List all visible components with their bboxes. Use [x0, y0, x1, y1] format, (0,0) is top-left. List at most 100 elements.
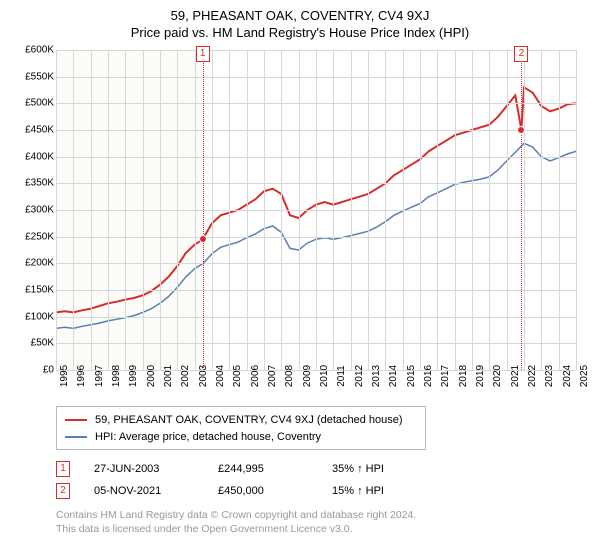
x-axis-label: 2007	[267, 365, 278, 387]
x-axis-label: 2002	[180, 365, 191, 387]
y-axis-label: £550K	[10, 71, 54, 82]
sales-row: 127-JUN-2003£244,99535% ↑ HPI	[56, 458, 588, 480]
x-axis-label: 2010	[319, 365, 330, 387]
y-axis-label: £600K	[10, 45, 54, 56]
sales-delta: 15% ↑ HPI	[332, 485, 384, 497]
gridline-vertical	[160, 50, 161, 370]
legend-item: HPI: Average price, detached house, Cove…	[65, 428, 417, 445]
x-axis-label: 2020	[492, 365, 503, 387]
sale-marker-line	[203, 50, 204, 370]
x-axis-label: 2018	[458, 365, 469, 387]
gridline-vertical	[73, 50, 74, 370]
legend-label: 59, PHEASANT OAK, COVENTRY, CV4 9XJ (det…	[95, 414, 403, 426]
gridline-vertical	[576, 50, 577, 370]
legend-label: HPI: Average price, detached house, Cove…	[95, 431, 321, 443]
gridline-vertical	[420, 50, 421, 370]
gridline-vertical	[403, 50, 404, 370]
sale-marker-dot	[517, 126, 525, 134]
x-axis-label: 2019	[475, 365, 486, 387]
sales-price: £450,000	[218, 485, 308, 497]
x-axis-label: 2006	[250, 365, 261, 387]
y-axis-label: £150K	[10, 285, 54, 296]
x-axis-label: 2016	[423, 365, 434, 387]
gridline-vertical	[351, 50, 352, 370]
footer-line1: Contains HM Land Registry data © Crown c…	[56, 508, 588, 522]
legend-swatch	[65, 436, 87, 438]
gridline-vertical	[177, 50, 178, 370]
x-axis-label: 2012	[354, 365, 365, 387]
gridline-vertical	[264, 50, 265, 370]
gridline-vertical	[368, 50, 369, 370]
gridline-vertical	[559, 50, 560, 370]
y-axis-label: £400K	[10, 151, 54, 162]
legend: 59, PHEASANT OAK, COVENTRY, CV4 9XJ (det…	[56, 406, 426, 450]
gridline-vertical	[143, 50, 144, 370]
y-axis-label: £250K	[10, 231, 54, 242]
chart-area: 12 £0 £50K £100K £150K £200K £250K £300K £350K £…	[12, 46, 588, 402]
x-axis-label: 2014	[388, 365, 399, 387]
gridline-vertical	[472, 50, 473, 370]
sales-date: 27-JUN-2003	[94, 463, 194, 475]
gridline-vertical	[195, 50, 196, 370]
gridline-vertical	[455, 50, 456, 370]
sales-table: 127-JUN-2003£244,99535% ↑ HPI205-NOV-202…	[56, 458, 588, 502]
plot-area: 12	[56, 50, 576, 370]
sales-badge: 1	[56, 461, 70, 477]
legend-swatch	[65, 419, 87, 421]
x-axis-label: 2021	[510, 365, 521, 387]
x-axis-label: 2025	[579, 365, 590, 387]
sale-marker-badge: 1	[196, 46, 210, 62]
y-axis-label: £500K	[10, 98, 54, 109]
sale-marker-line	[521, 50, 522, 370]
y-axis-label: £350K	[10, 178, 54, 189]
y-axis-label: £50K	[10, 338, 54, 349]
x-axis-label: 2009	[302, 365, 313, 387]
gridline-vertical	[91, 50, 92, 370]
gridline-vertical	[281, 50, 282, 370]
x-axis-label: 2024	[562, 365, 573, 387]
x-axis-label: 2001	[163, 365, 174, 387]
gridline-vertical	[524, 50, 525, 370]
footer-attribution: Contains HM Land Registry data © Crown c…	[56, 508, 588, 536]
y-axis-label: £100K	[10, 311, 54, 322]
x-axis-label: 1998	[111, 365, 122, 387]
y-axis-label: £300K	[10, 205, 54, 216]
chart-title-subtitle: Price paid vs. HM Land Registry's House …	[12, 25, 588, 40]
gridline-vertical	[316, 50, 317, 370]
x-axis-label: 2003	[198, 365, 209, 387]
x-axis-label: 2017	[440, 365, 451, 387]
chart-title-address: 59, PHEASANT OAK, COVENTRY, CV4 9XJ	[12, 8, 588, 23]
x-axis-label: 1999	[128, 365, 139, 387]
y-axis-label: £450K	[10, 125, 54, 136]
gridline-vertical	[212, 50, 213, 370]
footer-line2: This data is licensed under the Open Gov…	[56, 522, 588, 536]
x-axis-label: 1996	[76, 365, 87, 387]
x-axis-label: 2011	[336, 365, 347, 387]
sales-row: 2 05-NOV-2021 £450,000 15% ↑ HPI	[56, 480, 588, 502]
gridline-vertical	[108, 50, 109, 370]
sale-marker-dot	[199, 235, 207, 243]
gridline-vertical	[541, 50, 542, 370]
gridline-vertical	[489, 50, 490, 370]
sales-price: £244,995	[218, 463, 308, 475]
x-axis-label: 2022	[527, 365, 538, 387]
x-axis-label: 2008	[284, 365, 295, 387]
x-axis-label: 2004	[215, 365, 226, 387]
gridline-vertical	[385, 50, 386, 370]
legend-item: 59, PHEASANT OAK, COVENTRY, CV4 9XJ (det…	[65, 411, 417, 428]
y-axis-label: £0	[10, 365, 54, 376]
x-axis-label: 2000	[146, 365, 157, 387]
sales-badge: 2	[56, 483, 70, 499]
x-axis-label: 2005	[232, 365, 243, 387]
x-axis-label: 2013	[371, 365, 382, 387]
y-axis-label: £200K	[10, 258, 54, 269]
sales-date: 05-NOV-2021	[94, 485, 194, 497]
gridline-vertical	[125, 50, 126, 370]
gridline-vertical	[299, 50, 300, 370]
gridline-vertical	[247, 50, 248, 370]
gridline-vertical	[333, 50, 334, 370]
x-axis-label: 2015	[406, 365, 417, 387]
gridline-vertical	[507, 50, 508, 370]
gridline-vertical	[229, 50, 230, 370]
gridline-vertical	[56, 50, 57, 370]
